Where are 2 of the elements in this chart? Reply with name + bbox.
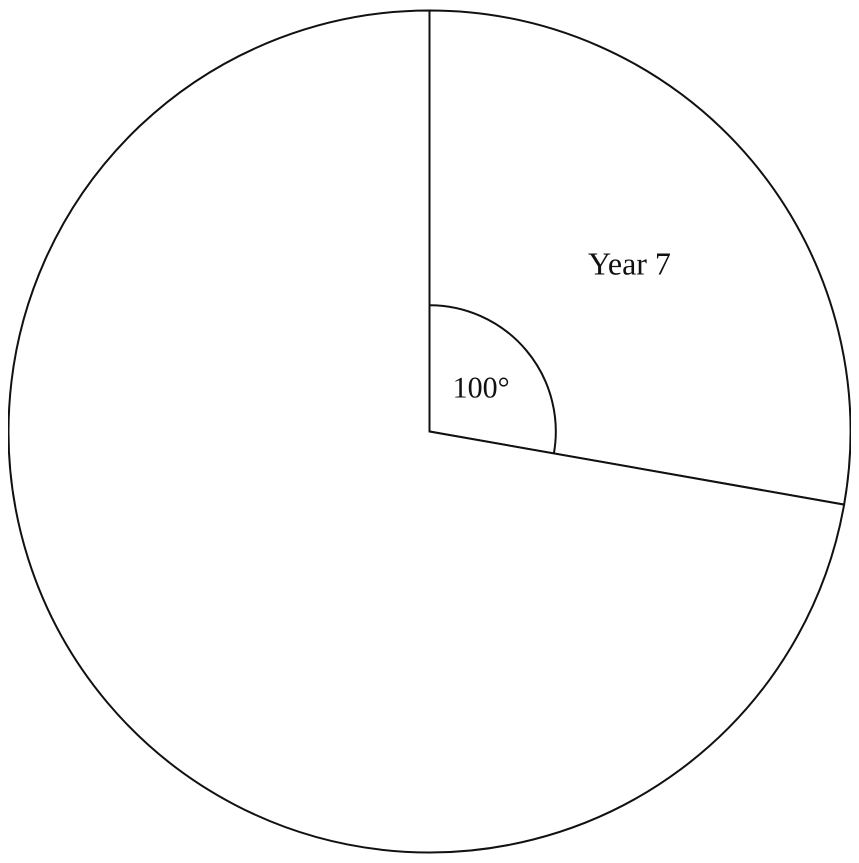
data-label: 100°: [452, 372, 510, 405]
slice-label: Year 7: [588, 246, 671, 282]
